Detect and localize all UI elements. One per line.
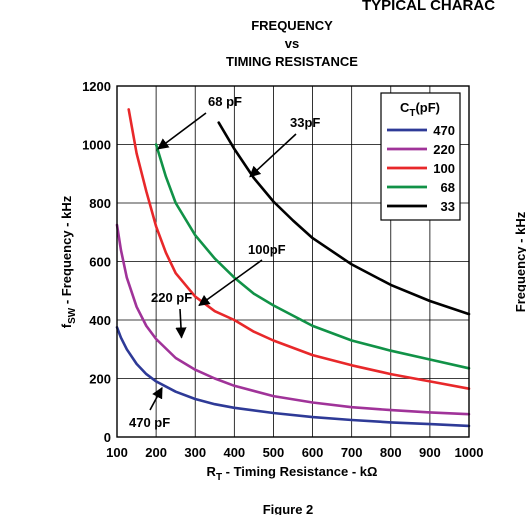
legend-title-sub: T: [409, 108, 415, 119]
x-tick-label: 500: [263, 445, 285, 460]
x-tick-label: 700: [341, 445, 363, 460]
y-axis-label-rest: - Frequency - kHz: [59, 195, 74, 307]
x-tick-label: 300: [184, 445, 206, 460]
figure-caption: Figure 2: [263, 502, 314, 515]
legend-entry-470: 470: [433, 123, 455, 138]
y-tick-label: 1000: [82, 138, 111, 153]
chart-title-line-3: TIMING RESISTANCE: [226, 54, 358, 69]
x-tick-label: 800: [380, 445, 402, 460]
x-tick-label: 1000: [455, 445, 484, 460]
annotation-100pf: 100pF: [248, 242, 286, 257]
x-axis-label: RT - Timing Resistance - kΩ: [207, 464, 378, 483]
x-axis-label-main: R: [207, 464, 217, 479]
y-tick-label: 400: [89, 313, 111, 328]
x-tick-label: 900: [419, 445, 441, 460]
annotation-arrow-33pf: [249, 133, 297, 178]
plot-frame: [116, 85, 470, 438]
y-tick-label: 0: [104, 430, 111, 445]
chart-title-line-2: vs: [285, 36, 299, 51]
y-axis-label-sub: SW: [67, 307, 78, 324]
y-tick-label: 1200: [82, 79, 111, 94]
annotations: 68 pF 33pF 100pF 220 pF 470 pF: [129, 94, 320, 430]
legend-entry-68: 68: [441, 180, 455, 195]
x-tick-label: 600: [302, 445, 324, 460]
series-line-100pf: [127, 108, 471, 391]
legend-title-main: C: [400, 100, 410, 115]
x-axis-label-sub: T: [216, 472, 222, 483]
annotation-68pf: 68 pF: [208, 94, 242, 109]
series-line-33pf: [217, 121, 471, 316]
legend-entry-33: 33: [441, 199, 455, 214]
annotation-33pf: 33pF: [290, 115, 320, 130]
y-tick-label: 600: [89, 255, 111, 270]
page-header: TYPICAL CHARAC: [362, 0, 495, 14]
x-tick-label: 200: [145, 445, 167, 460]
annotation-470pf: 470 pF: [129, 415, 170, 430]
annotation-arrow-68pf: [157, 112, 207, 150]
series-lines: [115, 108, 471, 428]
y-tick-label: 200: [89, 372, 111, 387]
series-line-68pf: [154, 143, 471, 370]
tick-labels: 100 200 300 400 500 600 700 800 900 1000 0 200 400 60…: [82, 79, 483, 460]
y-axis-label: fSW - Frequency - kHz: [59, 195, 78, 328]
chart-title-line-1: FREQUENCY: [251, 18, 333, 33]
x-tick-label: 100: [106, 445, 128, 460]
x-tick-label: 400: [223, 445, 245, 460]
y-axis-label-main: f: [59, 323, 74, 328]
annotation-arrow-220pf: [175, 308, 187, 339]
series-line-470pf: [115, 325, 471, 428]
legend-title: CT(pF): [400, 100, 440, 119]
y-tick-label: 800: [89, 196, 111, 211]
legend-entry-100: 100: [433, 161, 455, 176]
legend-box: [380, 92, 461, 221]
annotation-220pf: 220 pF: [151, 290, 192, 305]
annotation-arrow-470pf: [149, 386, 163, 411]
annotation-arrow-100pf: [198, 259, 263, 307]
x-axis-label-rest: - Timing Resistance - kΩ: [222, 464, 377, 479]
legend-title-rest: (pF): [415, 100, 440, 115]
legend-entry-220: 220: [433, 142, 455, 157]
right-edge-axis-label: Frequency - kHz: [513, 211, 526, 312]
series-line-220pf: [115, 223, 471, 416]
legend: CT(pF) 470 220 100 68 33: [380, 92, 461, 221]
